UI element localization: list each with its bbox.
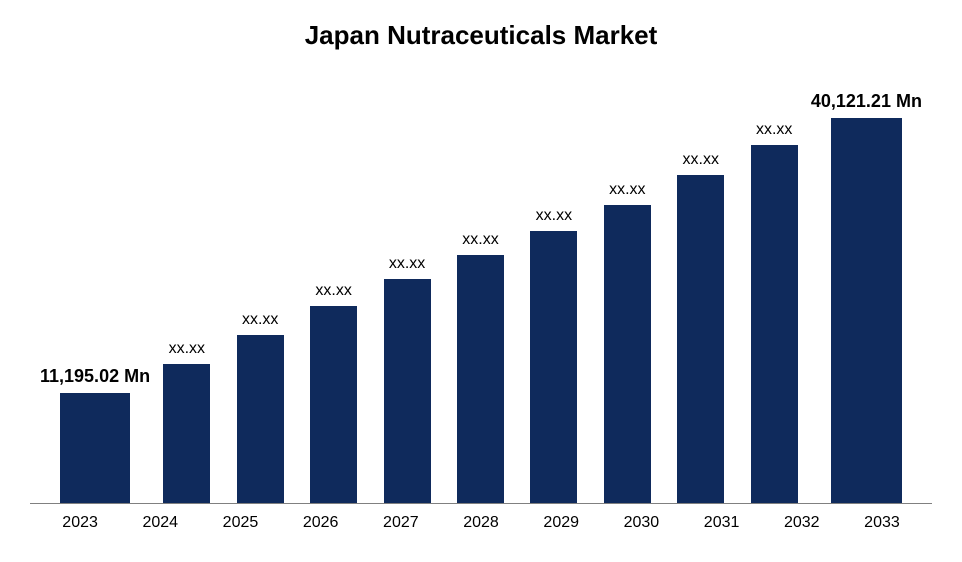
bar-group: xx.xx <box>444 91 517 503</box>
x-axis-label: 2030 <box>601 514 681 532</box>
x-axis-label: 2028 <box>441 514 521 532</box>
bar-group: xx.xx <box>517 91 590 503</box>
x-axis-label: 2032 <box>762 514 842 532</box>
data-label: xx.xx <box>683 151 719 169</box>
data-label: 40,121.21 Mn <box>811 91 922 112</box>
data-label: xx.xx <box>756 121 792 139</box>
data-label: xx.xx <box>609 181 645 199</box>
x-axis-label: 2025 <box>200 514 280 532</box>
bar <box>310 306 357 503</box>
bar <box>751 145 798 503</box>
data-label: xx.xx <box>315 282 351 300</box>
chart-container: Japan Nutraceuticals Market 11,195.02 Mn… <box>0 0 962 562</box>
x-axis-label: 2031 <box>682 514 762 532</box>
bar-group: xx.xx <box>737 91 810 503</box>
bar <box>60 393 130 503</box>
x-axis-label: 2024 <box>120 514 200 532</box>
bar <box>384 279 431 503</box>
bar-group: 11,195.02 Mn <box>40 91 150 503</box>
bar-group: xx.xx <box>370 91 443 503</box>
bar <box>604 205 651 503</box>
x-axis-label: 2026 <box>281 514 361 532</box>
plot-area: 11,195.02 Mn xx.xx xx.xx xx.xx xx.xx xx.xx xx.… <box>30 91 932 504</box>
data-label: xx.xx <box>462 231 498 249</box>
bar <box>677 175 724 503</box>
data-label: xx.xx <box>242 311 278 329</box>
bar-group: 40,121.21 Mn <box>811 91 922 503</box>
bar <box>163 364 210 503</box>
data-label: xx.xx <box>169 340 205 358</box>
x-axis-label: 2029 <box>521 514 601 532</box>
bar-group: xx.xx <box>150 91 223 503</box>
bar-group: xx.xx <box>224 91 297 503</box>
x-axis: 2023202420252026202720282029203020312032… <box>30 504 932 532</box>
data-label: xx.xx <box>536 207 572 225</box>
bar-group: xx.xx <box>297 91 370 503</box>
bar <box>457 255 504 503</box>
bar <box>831 118 902 503</box>
data-label: 11,195.02 Mn <box>40 366 150 387</box>
bar-group: xx.xx <box>591 91 664 503</box>
x-axis-label: 2023 <box>40 514 120 532</box>
bar-group: xx.xx <box>664 91 737 503</box>
bar <box>237 335 284 503</box>
bar <box>530 231 577 503</box>
x-axis-label: 2027 <box>361 514 441 532</box>
x-axis-label: 2033 <box>842 514 922 532</box>
data-label: xx.xx <box>389 255 425 273</box>
chart-title: Japan Nutraceuticals Market <box>30 20 932 51</box>
